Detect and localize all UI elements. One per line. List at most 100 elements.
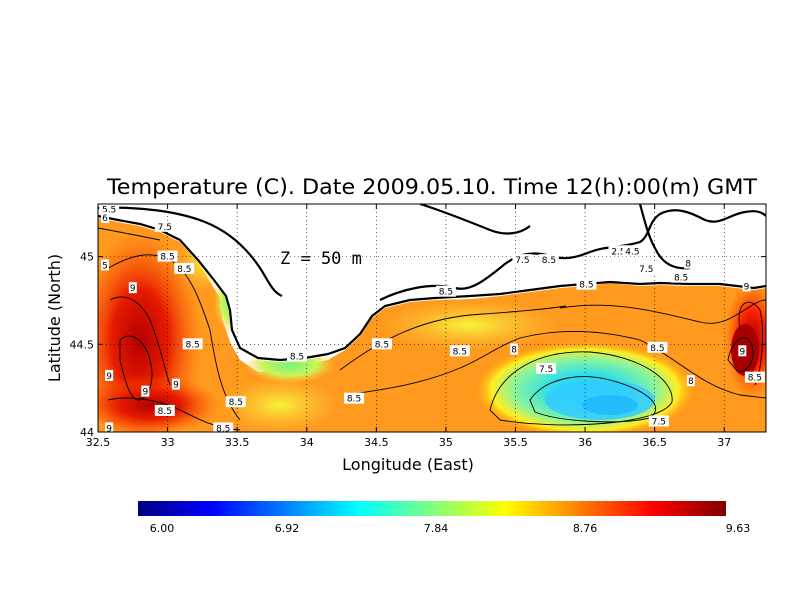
plot-frame xyxy=(97,203,767,433)
y-axis-label: Latitude (North) xyxy=(45,254,64,382)
svg-text:7.5: 7.5 xyxy=(639,265,653,275)
x-tick-label: 34.5 xyxy=(364,436,389,449)
contour-label: 9 xyxy=(105,369,114,382)
contour-label: 8.5 xyxy=(225,396,246,408)
contour-label: 8.5 xyxy=(154,404,175,417)
svg-text:8.5: 8.5 xyxy=(347,395,361,405)
contour-label: 9 xyxy=(742,280,751,292)
chart-title: Temperature (C). Date 2009.05.10. Time 1… xyxy=(106,175,757,199)
contour-label: 8.5 xyxy=(576,278,597,291)
contour-label: 2.5 xyxy=(608,245,629,257)
contour-label: 7.5 xyxy=(512,254,533,266)
svg-text:8: 8 xyxy=(688,377,694,387)
colorbar-tick-label: 9.63 xyxy=(726,522,751,535)
svg-text:8.5: 8.5 xyxy=(748,374,762,384)
y-tick-label: 44 xyxy=(80,426,94,439)
contour-label: 9 xyxy=(128,282,137,294)
contour-label: 7.5 xyxy=(536,362,557,375)
contour-label: 6 xyxy=(100,212,109,224)
contour-label: 9 xyxy=(141,385,150,398)
contour-label: 9 xyxy=(171,378,180,391)
svg-text:8.5: 8.5 xyxy=(185,340,199,350)
svg-text:8.5: 8.5 xyxy=(579,281,593,291)
contour-label: 8.5 xyxy=(182,338,203,350)
contour-label: 8.5 xyxy=(287,350,308,363)
svg-text:7.5: 7.5 xyxy=(539,365,553,375)
contour-label: 8.5 xyxy=(538,254,559,266)
x-axis-label: Longitude (East) xyxy=(342,455,474,474)
x-axis-ticks: 32.5 33 33.5 34 34.5 35 35.5 36 36.5 37 xyxy=(86,204,731,449)
svg-text:7.5: 7.5 xyxy=(652,417,666,427)
svg-text:8.5: 8.5 xyxy=(160,253,174,263)
x-tick-label: 33 xyxy=(161,436,175,449)
contour-label: 8.5 xyxy=(449,345,470,357)
svg-text:8: 8 xyxy=(511,346,517,356)
y-axis-ticks: 44 44.5 45 xyxy=(70,251,766,439)
contour-label: 8 xyxy=(510,343,519,356)
svg-text:8.5: 8.5 xyxy=(650,344,664,354)
depth-annotation: Z = 50 m xyxy=(280,249,362,269)
contour-label: 7.5 xyxy=(636,262,657,275)
contour-label: 9 xyxy=(105,422,114,434)
colorbar-tick-labels: 6.00 6.92 7.84 8.76 9.63 xyxy=(150,522,751,535)
contour-label: 5.5 xyxy=(99,204,120,215)
x-tick-label: 32.5 xyxy=(86,436,111,449)
contour-label: 7.5 xyxy=(154,220,175,233)
x-tick-label: 35.5 xyxy=(503,436,528,449)
svg-text:8: 8 xyxy=(685,260,691,270)
svg-text:8.5: 8.5 xyxy=(439,288,453,298)
svg-text:7.5: 7.5 xyxy=(515,256,529,266)
contour-label: 8.5 xyxy=(213,422,234,434)
svg-text:9: 9 xyxy=(173,381,179,391)
svg-text:9: 9 xyxy=(106,424,112,434)
contour-label: 8.5 xyxy=(344,392,365,405)
svg-text:9: 9 xyxy=(142,388,148,398)
colorbar-tick-label: 6.92 xyxy=(275,522,300,535)
svg-text:2.5: 2.5 xyxy=(611,247,625,257)
svg-text:9: 9 xyxy=(744,282,750,292)
svg-text:8.5: 8.5 xyxy=(375,340,389,350)
svg-text:8.5: 8.5 xyxy=(674,274,688,284)
svg-text:8.5: 8.5 xyxy=(216,424,230,434)
svg-text:8.5: 8.5 xyxy=(542,256,556,266)
contour-label: 7.5 xyxy=(648,415,669,427)
svg-text:5.5: 5.5 xyxy=(102,205,116,215)
y-tick-label: 44.5 xyxy=(70,338,95,351)
land-north xyxy=(98,204,766,362)
svg-text:8.5: 8.5 xyxy=(158,407,172,417)
svg-text:4.5: 4.5 xyxy=(625,247,639,257)
contour-label: 4.5 xyxy=(622,245,643,257)
contour-lines xyxy=(98,227,766,431)
x-tick-label: 33.5 xyxy=(225,436,250,449)
colorbar xyxy=(138,501,726,516)
contour-label: 8 xyxy=(686,375,695,387)
contour-label: 8.5 xyxy=(744,371,765,384)
contour-label: 8.5 xyxy=(371,338,392,350)
x-tick-label: 37 xyxy=(717,436,731,449)
x-tick-label: 35 xyxy=(439,436,453,449)
coastline xyxy=(98,214,766,362)
svg-text:8.5: 8.5 xyxy=(453,347,467,357)
contour-label: 8.5 xyxy=(647,341,668,354)
contour-label: 8 xyxy=(684,257,693,270)
contour-label: 5 xyxy=(100,259,109,271)
svg-text:9: 9 xyxy=(130,284,136,294)
colorbar-tick-label: 6.00 xyxy=(150,522,175,535)
svg-text:7.5: 7.5 xyxy=(158,223,172,233)
contour-label: 8.5 xyxy=(671,271,692,284)
svg-text:9: 9 xyxy=(106,372,112,382)
svg-text:5: 5 xyxy=(102,261,108,271)
x-tick-label: 36.5 xyxy=(642,436,667,449)
colorbar-tick-label: 8.76 xyxy=(573,522,598,535)
x-tick-label: 36 xyxy=(578,436,592,449)
svg-text:8.5: 8.5 xyxy=(229,398,243,408)
svg-text:6: 6 xyxy=(102,214,108,224)
contour-label: 8.5 xyxy=(174,262,195,275)
svg-text:9: 9 xyxy=(739,347,745,357)
svg-text:8.5: 8.5 xyxy=(177,265,191,275)
contour-label: 8.5 xyxy=(435,285,456,298)
contour-label: 9 xyxy=(738,345,747,357)
contour-label: 8.5 xyxy=(157,250,178,263)
